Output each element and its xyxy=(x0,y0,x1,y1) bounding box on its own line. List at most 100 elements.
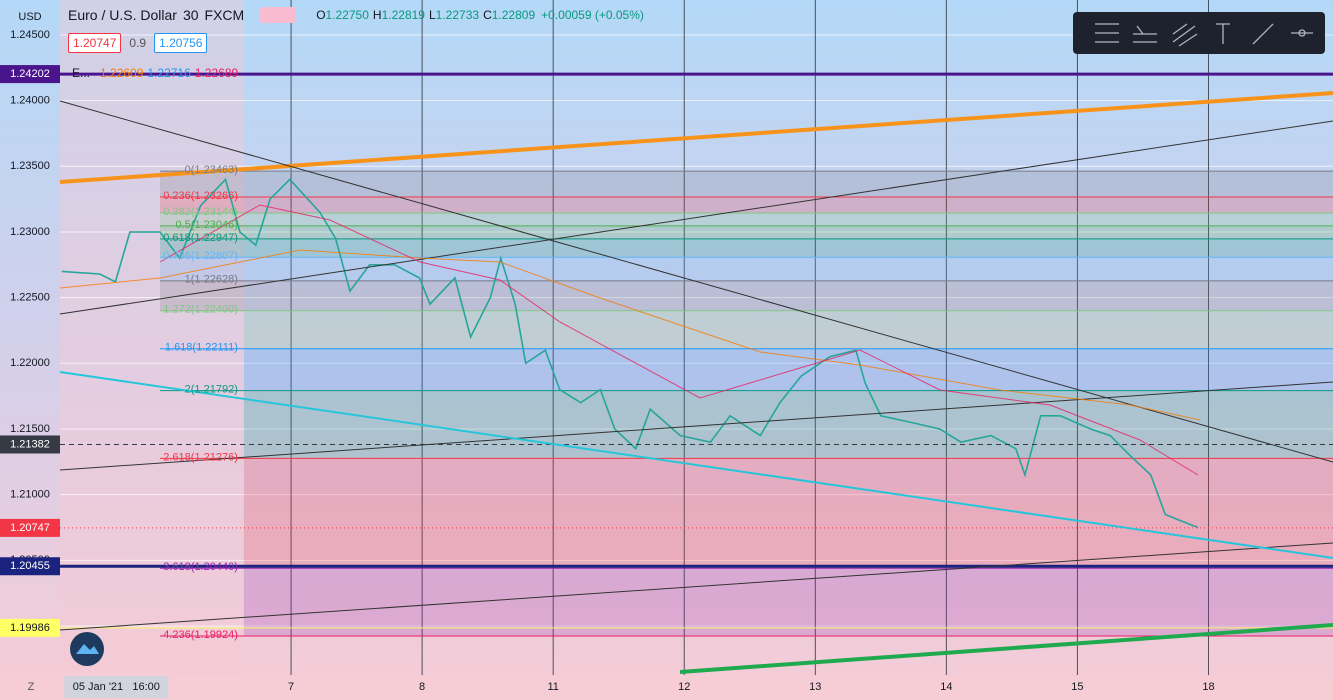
indicator-toggle[interactable] xyxy=(260,7,297,23)
y-tick-label: 1.24500 xyxy=(10,29,50,41)
ohlc-value: 1.22733 xyxy=(435,8,480,22)
tool-icon[interactable] xyxy=(1172,23,1198,47)
fib-label: 0.5(1.23046) xyxy=(175,219,237,231)
fib-band xyxy=(159,257,1333,281)
x-tick-label: 12 xyxy=(678,681,690,693)
y-tick-label: 1.24000 xyxy=(10,95,50,107)
trend-line xyxy=(679,623,1333,674)
price-badge-label: 1.24202 xyxy=(10,68,50,80)
x-tick-label: 18 xyxy=(1202,681,1214,693)
fib-label: 2(1.21792) xyxy=(185,384,238,396)
ohlc-item: H 1.22819 xyxy=(373,8,425,22)
ohlc-value: 1.22809 xyxy=(491,8,536,22)
tool-icon[interactable] xyxy=(1133,25,1157,43)
fib-band xyxy=(159,225,1333,239)
price-line xyxy=(61,177,1199,529)
y-axis-label: USD xyxy=(18,11,41,23)
fib-band xyxy=(243,390,1333,459)
price-badge xyxy=(0,618,60,637)
sell-price[interactable]: 1.20747 xyxy=(68,33,122,53)
y-tick-label: 1.23000 xyxy=(10,226,50,238)
indicator-name: E... xyxy=(72,66,91,80)
x-tick-label: 7 xyxy=(288,681,294,693)
fib-band xyxy=(243,568,1333,636)
fib-label: 0.236(1.23266) xyxy=(163,190,238,202)
y-tick-label: 1.22500 xyxy=(10,292,50,304)
range-shade xyxy=(60,0,244,675)
y-tick-label: 1.23500 xyxy=(10,160,50,172)
ohlc-key: H xyxy=(372,8,382,22)
fib-label: 0.618(1.22947) xyxy=(163,232,238,244)
x-tick-label: 8 xyxy=(419,681,425,693)
fib-band xyxy=(159,171,1333,198)
price-badge-label: 1.20455 xyxy=(10,560,50,572)
price-badge xyxy=(0,435,60,454)
x-tick-label: 13 xyxy=(809,681,821,693)
change: +0.00059 (+0.05%) xyxy=(541,8,644,22)
fib-label: 0.786(1.22807) xyxy=(163,250,238,262)
x-axis xyxy=(0,675,1333,700)
fib-label: 4.236(1.19924) xyxy=(163,629,238,641)
ohlc: O 1.22750 H 1.22819 L 1.22733 C 1.22809 xyxy=(316,8,535,22)
indicator-value: 1.22609 xyxy=(100,66,144,80)
fib-band xyxy=(159,197,1333,214)
ohlc-value: 1.22819 xyxy=(381,8,425,22)
x-tick-highlight xyxy=(64,676,169,698)
fib-label: 1.618(1.22111) xyxy=(165,342,238,354)
ohlc-item: L 1.22733 xyxy=(429,8,479,22)
trade-row: 1.20747 0.9 1.20756 xyxy=(68,33,208,53)
price-badge xyxy=(0,518,60,537)
ohlc-item: C 1.22809 xyxy=(483,8,535,22)
spread: 0.9 xyxy=(129,36,147,50)
fib-label: 0(1.23463) xyxy=(185,164,238,176)
ohlc-value: 1.22750 xyxy=(325,8,369,22)
trend-line xyxy=(59,100,1333,463)
y-tick-label: 1.22000 xyxy=(10,357,50,369)
header: Euro / U.S. Dollar 30 FXCM O 1.22750 H 1.22… xyxy=(68,7,644,23)
trend-line xyxy=(59,91,1333,184)
interval: 30 xyxy=(182,7,199,23)
tool-icon[interactable] xyxy=(1216,23,1230,44)
fib-band xyxy=(243,348,1333,391)
symbol: Euro / U.S. Dollar xyxy=(68,7,177,23)
x-tick-label: 05 Jan '21 16:00 xyxy=(73,681,160,693)
fib-label: 2.618(1.21276) xyxy=(163,451,238,463)
fib-label: 1.272(1.22400) xyxy=(163,304,238,316)
ohlc-key: C xyxy=(483,8,492,22)
y-tick-label: 1.21500 xyxy=(10,423,50,435)
y-tick-label: 1.21000 xyxy=(10,489,50,501)
x-tick-label: 14 xyxy=(940,681,952,693)
x-tick-label: 11 xyxy=(547,681,558,693)
price-badge-label: 1.19986 xyxy=(10,622,50,634)
tool-icon[interactable] xyxy=(1291,29,1313,37)
fib-label: 1(1.22628) xyxy=(185,274,238,286)
price-badge-label: 1.20747 xyxy=(10,522,50,534)
zoom-button[interactable]: Z xyxy=(28,681,35,693)
tool-icon[interactable] xyxy=(1095,23,1119,43)
indicator-legend: E... 1.22609 1.22716 1.22689 xyxy=(72,66,238,80)
trend-line xyxy=(59,371,1333,559)
drawing-toolbar xyxy=(1073,12,1325,54)
trend-line xyxy=(59,120,1333,315)
tool-icon[interactable] xyxy=(1252,23,1274,45)
fib-band xyxy=(243,458,1333,569)
ohlc-item: O 1.22750 xyxy=(316,8,369,22)
fib-band xyxy=(243,310,1333,349)
logo-icon xyxy=(76,644,99,654)
ohlc-key: O xyxy=(316,8,326,22)
moving-average xyxy=(59,249,1201,421)
price-badge xyxy=(0,65,60,84)
price-badge xyxy=(0,557,60,576)
buy-price[interactable]: 1.20756 xyxy=(154,33,208,53)
indicator-value: 1.22716 xyxy=(147,66,191,80)
fib-band xyxy=(159,238,1333,258)
price-badge-label: 1.21382 xyxy=(10,438,50,450)
fib-label: 3.618(1.20440) xyxy=(163,561,238,573)
x-tick-label: 15 xyxy=(1071,681,1083,693)
fib-band xyxy=(159,213,1333,226)
ohlc-key: L xyxy=(428,8,436,22)
trend-line xyxy=(59,542,1333,631)
